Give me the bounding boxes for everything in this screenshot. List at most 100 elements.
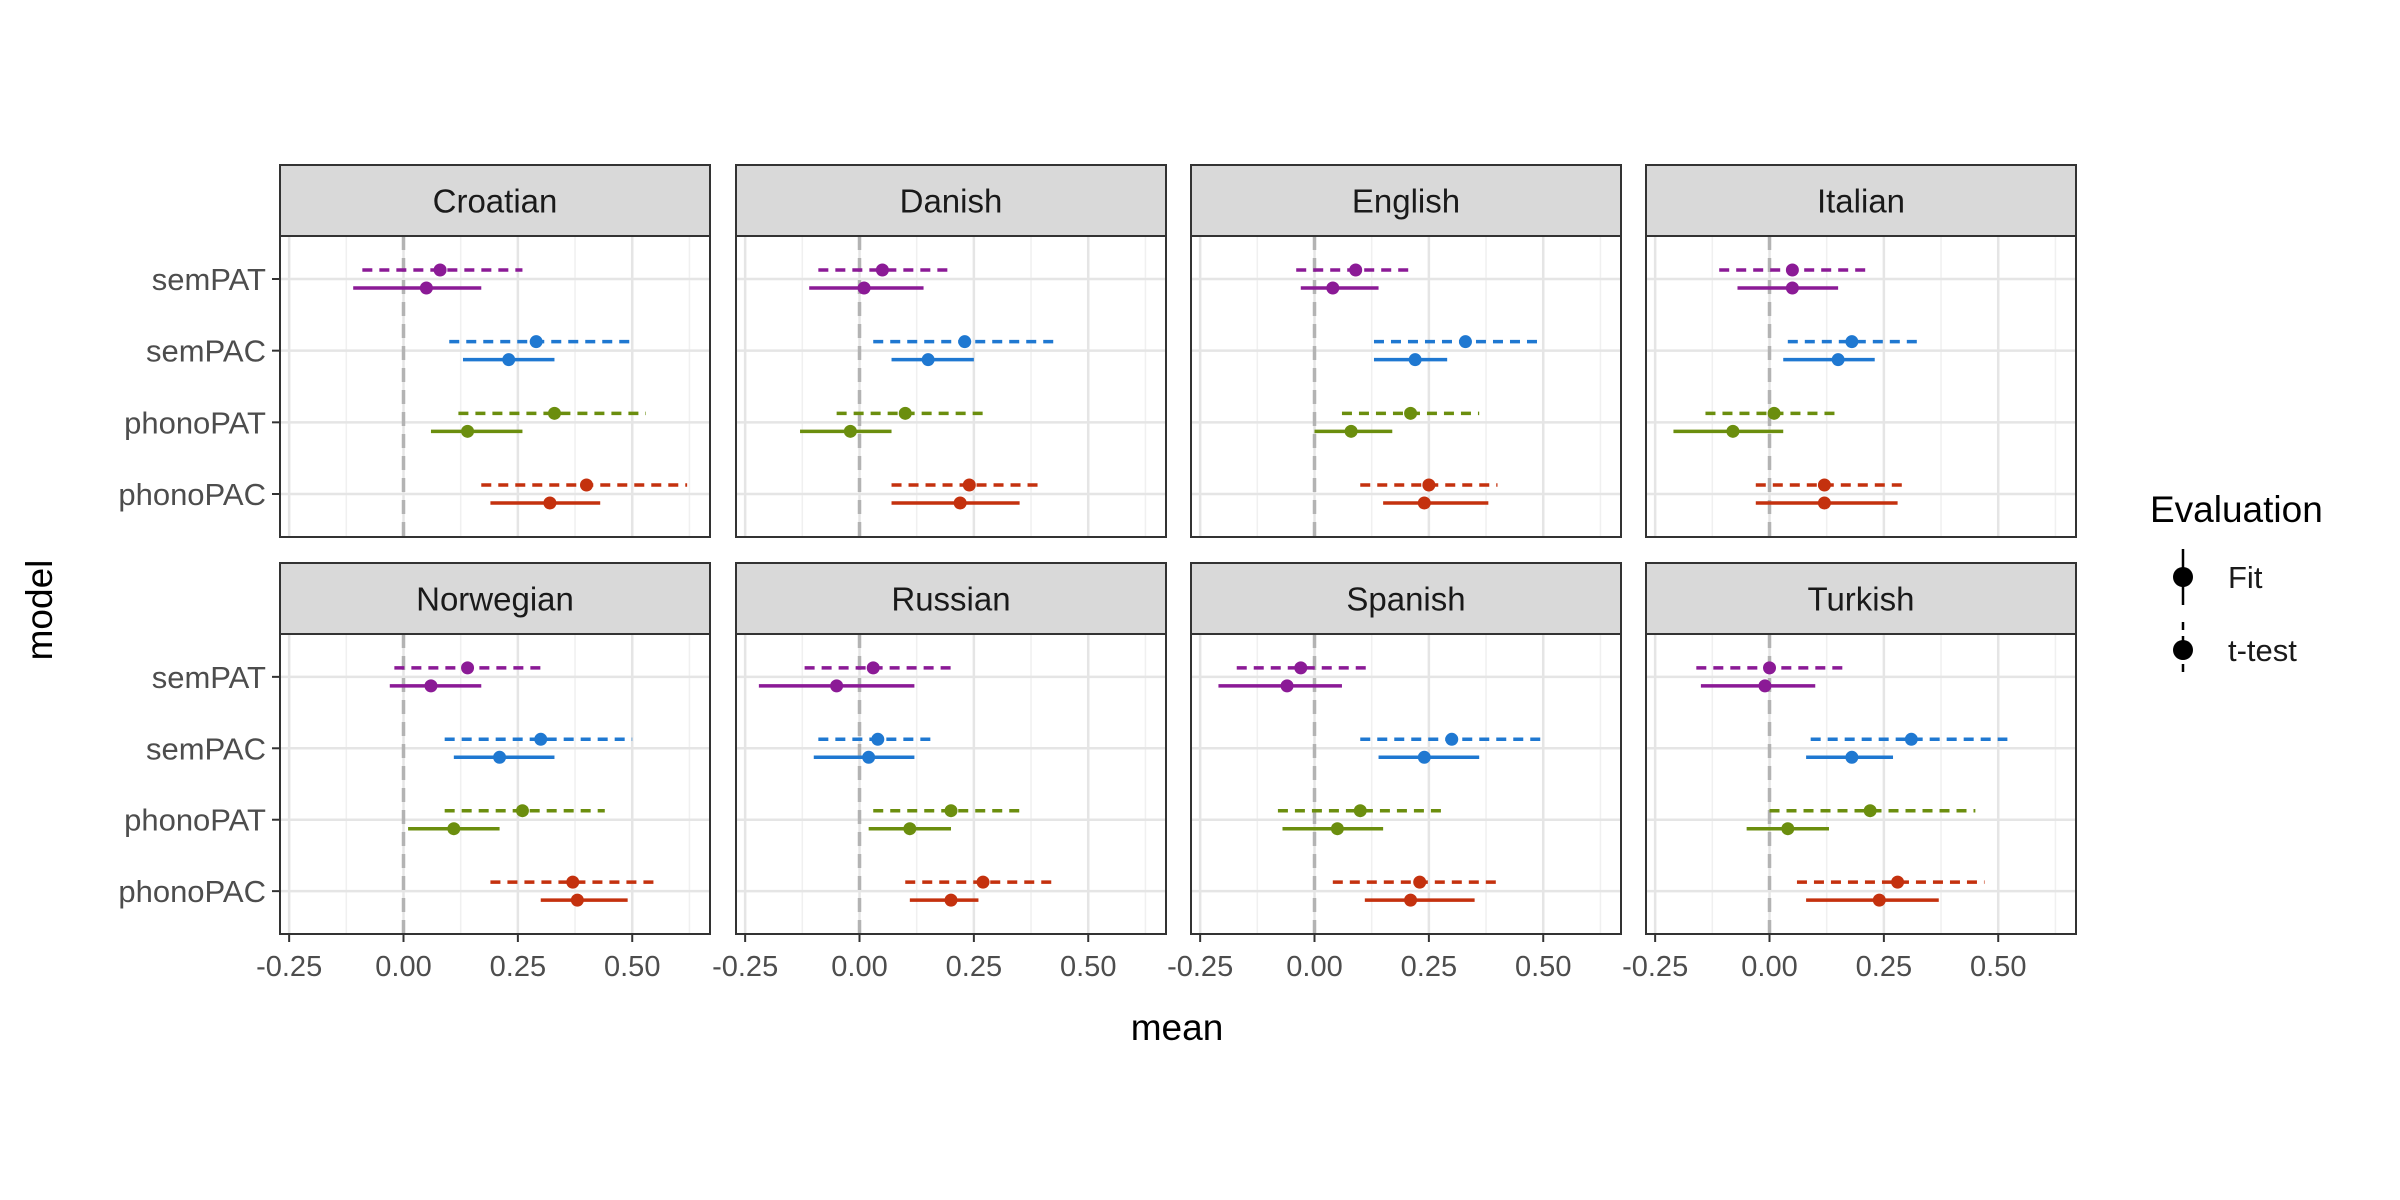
point-ttest-semPAC: [1845, 335, 1859, 349]
panel-border: [1190, 235, 1622, 538]
x-tick-label: -0.25: [256, 951, 322, 983]
facet-strip-label: Turkish: [1808, 581, 1915, 618]
panel-background: [280, 236, 710, 537]
facet-panel-croatian: Croatian semPAT semPAC phonoPAT phonoPAC: [118, 164, 711, 538]
point-fit-semPAT: [830, 679, 844, 693]
point-fit-phonoPAT: [447, 822, 461, 836]
point-fit-semPAT: [419, 281, 433, 295]
legend-item-t-test: t-test: [2173, 622, 2297, 678]
point-ttest-semPAT: [866, 661, 880, 675]
point-ttest-phonoPAT: [1767, 406, 1781, 420]
point-fit-phonoPAT: [1726, 424, 1740, 438]
panel-border: [1645, 235, 2077, 538]
legend-title: Evaluation: [2150, 489, 2323, 530]
legend-key-point: [2173, 567, 2193, 587]
point-fit-semPAT: [1785, 281, 1799, 295]
facet-strip: [735, 562, 1167, 635]
facet-strip-label: English: [1352, 183, 1460, 220]
x-tick-label: 0.50: [1060, 951, 1116, 983]
point-ttest-phonoPAC: [566, 875, 580, 889]
panel-border: [1190, 633, 1622, 935]
point-fit-phonoPAC: [1817, 496, 1831, 510]
facet-panels: Croatian semPAT semPAC phonoPAT phonoPAC Dani…: [118, 164, 2077, 983]
panel-background: [1646, 634, 2076, 934]
point-fit-semPAC: [1417, 750, 1431, 764]
y-tick-label: phonoPAT: [124, 803, 266, 838]
point-ttest-phonoPAC: [1817, 478, 1831, 492]
facet-strip: [279, 562, 711, 635]
point-ttest-phonoPAT: [515, 804, 529, 818]
facet-panel-norwegian: Norwegian semPAT semPAC phonoPAT phonoPAC -0.…: [118, 562, 711, 983]
point-fit-semPAT: [857, 281, 871, 295]
point-ttest-phonoPAC: [1891, 875, 1905, 889]
y-tick-label: phonoPAC: [118, 477, 266, 512]
y-axis-title: model: [19, 560, 60, 661]
point-ttest-semPAC: [1458, 335, 1472, 349]
legend-item-fit: Fit: [2173, 549, 2263, 605]
point-fit-semPAC: [493, 750, 507, 764]
facet-strip: [1645, 164, 2077, 237]
point-fit-phonoPAC: [1872, 893, 1886, 907]
point-ttest-phonoPAC: [579, 478, 593, 492]
panel-background: [1191, 634, 1621, 934]
point-ttest-semPAT: [1294, 661, 1308, 675]
facet-strip-label: Danish: [900, 183, 1003, 220]
point-ttest-phonoPAC: [1413, 875, 1427, 889]
facet-panel-spanish: Spanish -0.25 0.00 0.25 0.50: [1167, 562, 1622, 983]
point-ttest-phonoPAT: [1863, 804, 1877, 818]
point-fit-semPAT: [1280, 679, 1294, 693]
point-fit-phonoPAC: [1417, 496, 1431, 510]
point-fit-semPAT: [1758, 679, 1772, 693]
x-tick-label: 0.50: [1970, 951, 2026, 983]
x-tick-label: 0.50: [1515, 951, 1571, 983]
point-ttest-semPAC: [958, 335, 972, 349]
x-tick-label: 0.25: [1401, 951, 1457, 983]
point-ttest-semPAT: [875, 263, 889, 277]
x-tick-label: 0.00: [375, 951, 431, 983]
panel-border: [735, 633, 1167, 935]
facet-strip: [279, 164, 711, 237]
panel-background: [1191, 236, 1621, 537]
point-fit-phonoPAC: [543, 496, 557, 510]
facet-strip-label: Croatian: [433, 183, 558, 220]
panel-background: [1646, 236, 2076, 537]
facet-strip: [735, 164, 1167, 237]
panel-background: [736, 634, 1166, 934]
y-tick-label: semPAC: [146, 731, 266, 766]
x-tick-label: -0.25: [712, 951, 778, 983]
legend-key-point: [2173, 640, 2193, 660]
point-fit-phonoPAT: [461, 424, 475, 438]
point-fit-semPAC: [1845, 750, 1859, 764]
point-ttest-phonoPAC: [976, 875, 990, 889]
point-fit-semPAC: [1831, 353, 1845, 367]
point-ttest-phonoPAC: [962, 478, 976, 492]
legend: Evaluation Fit t-test: [2150, 489, 2323, 678]
point-fit-phonoPAC: [953, 496, 967, 510]
point-fit-phonoPAT: [903, 822, 917, 836]
facet-panel-danish: Danish: [735, 164, 1167, 538]
y-tick-label: semPAT: [152, 660, 266, 695]
y-tick-label: phonoPAC: [118, 874, 266, 909]
legend-item-label: Fit: [2228, 560, 2263, 595]
point-fit-semPAT: [1326, 281, 1340, 295]
facet-strip: [1645, 562, 2077, 635]
x-tick-label: -0.25: [1622, 951, 1688, 983]
point-ttest-semPAT: [1785, 263, 1799, 277]
point-ttest-phonoPAT: [547, 406, 561, 420]
facet-panel-turkish: Turkish -0.25 0.00 0.25 0.50: [1622, 562, 2077, 983]
point-ttest-semPAT: [461, 661, 475, 675]
point-fit-semPAC: [862, 750, 876, 764]
legend-item-label: t-test: [2228, 633, 2297, 668]
facet-strip-label: Norwegian: [416, 581, 574, 618]
point-ttest-semPAT: [433, 263, 447, 277]
y-tick-label: semPAT: [152, 262, 266, 297]
facet-strip: [1190, 164, 1622, 237]
x-tick-label: 0.00: [1741, 951, 1797, 983]
point-fit-phonoPAT: [1344, 424, 1358, 438]
x-tick-label: 0.25: [1856, 951, 1912, 983]
point-ttest-phonoPAT: [944, 804, 958, 818]
point-ttest-semPAC: [529, 335, 543, 349]
x-tick-label: 0.50: [604, 951, 660, 983]
point-fit-semPAT: [424, 679, 438, 693]
panel-border: [735, 235, 1167, 538]
